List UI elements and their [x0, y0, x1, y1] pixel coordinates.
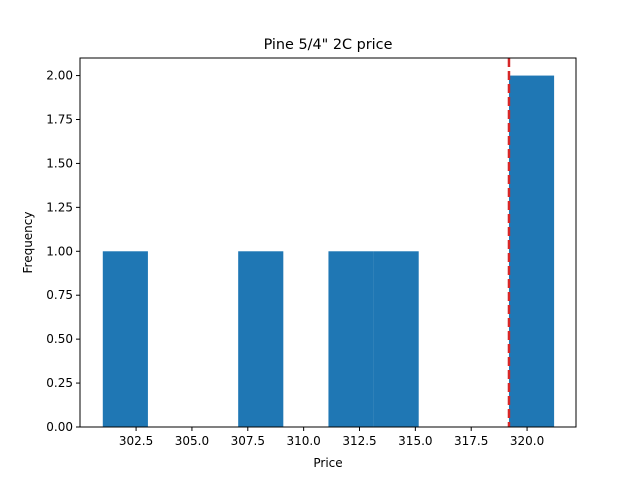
x-axis-label: Price — [313, 456, 342, 470]
y-tick-label-3: 0.75 — [46, 288, 73, 302]
x-tick-label-3: 310.0 — [286, 434, 320, 448]
y-tick-label-4: 1.00 — [46, 244, 73, 258]
y-tick-label-2: 0.50 — [46, 332, 73, 346]
y-tick-label-7: 1.75 — [46, 113, 73, 127]
histogram-bar-3 — [238, 251, 284, 427]
y-axis-ticks: 0.00 0.25 0.50 0.75 1.00 1.25 1.50 1.75 2.00 — [46, 69, 80, 434]
x-tick-label-4: 312.5 — [342, 434, 376, 448]
histogram-bar-0 — [102, 251, 148, 427]
x-axis-ticks: 302.5 305.0 307.5 310.0 312.5 315.0 317.5 320.0 — [119, 427, 544, 448]
plot-frame — [79, 57, 577, 428]
histogram-bar-9 — [508, 75, 555, 428]
x-tick-label-5: 315.0 — [398, 434, 432, 448]
y-tick-label-0: 0.00 — [46, 420, 73, 434]
histogram-bar-5 — [328, 251, 374, 427]
y-tick-label-8: 2.00 — [46, 69, 73, 83]
x-tick-label-1: 305.0 — [175, 434, 209, 448]
y-axis-label: Frequency — [21, 212, 35, 274]
x-tick-label-6: 317.5 — [454, 434, 488, 448]
bars-group — [102, 75, 555, 428]
y-tick-label-5: 1.25 — [46, 200, 73, 214]
y-tick-label-1: 0.25 — [46, 376, 73, 390]
chart-title: Pine 5/4" 2C price — [264, 37, 393, 53]
x-tick-label-0: 302.5 — [119, 434, 153, 448]
x-tick-label-2: 307.5 — [231, 434, 265, 448]
histogram-bar-6 — [373, 251, 419, 427]
x-tick-label-7: 320.0 — [510, 434, 544, 448]
y-tick-label-6: 1.50 — [46, 156, 73, 170]
